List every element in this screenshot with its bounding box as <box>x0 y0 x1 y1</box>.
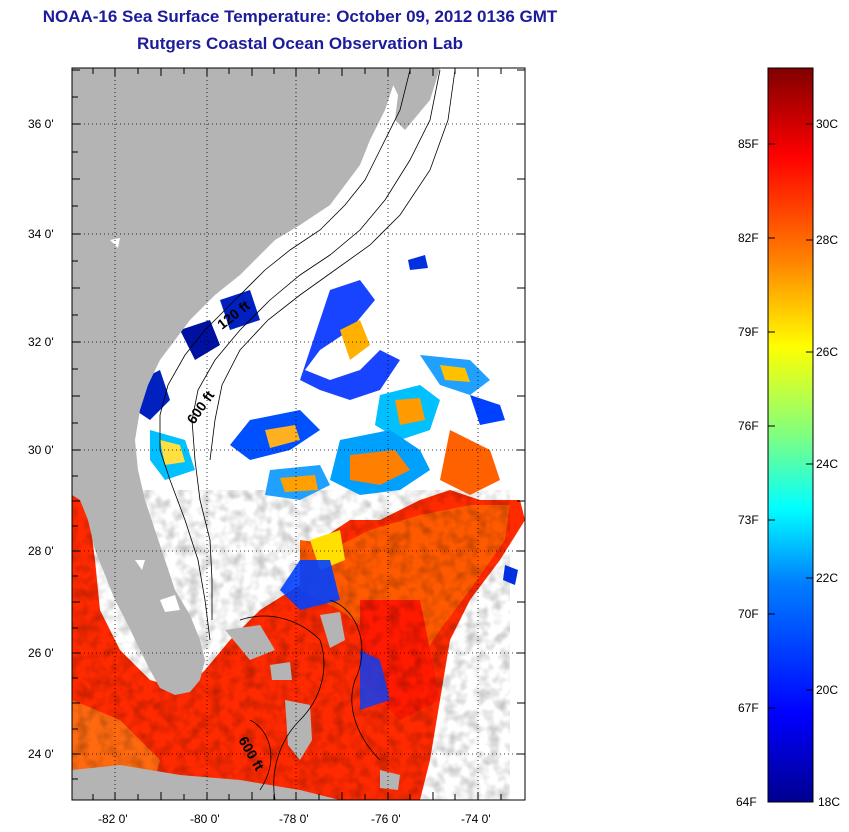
colorbar-c-label: 22C <box>816 571 839 585</box>
lat-tick-label: 36 0' <box>28 117 54 131</box>
landmass <box>72 68 440 800</box>
colorbar-c-label: 20C <box>816 683 839 697</box>
lon-tick-label: -74 0' <box>461 812 491 826</box>
colorbar-c-label: 24C <box>816 457 839 471</box>
colorbar-c-label: 18C <box>818 795 841 809</box>
colorbar-f-label: 64F <box>736 795 757 809</box>
map-frame <box>71 67 526 801</box>
colorbar-c-label: 28C <box>816 233 839 247</box>
lat-tick-label: 34 0' <box>28 227 54 241</box>
colorbar-c-label: 30C <box>816 117 839 131</box>
frame-ticks <box>72 68 525 800</box>
colorbar-f-label: 79F <box>738 325 759 339</box>
colorbar-f-label: 82F <box>738 231 759 245</box>
lon-tick-label: -82 0' <box>98 812 128 826</box>
colorbar-f-label: 67F <box>738 701 759 715</box>
colorbar-f-label: 85F <box>738 137 759 151</box>
colorbar <box>767 67 814 803</box>
lon-tick-label: -76 0' <box>371 812 401 826</box>
colorbar-f-label: 76F <box>738 419 759 433</box>
lat-tick-label: 28 0' <box>28 544 54 558</box>
lat-tick-label: 30 0' <box>28 443 54 457</box>
lon-tick-label: -80 0' <box>190 812 220 826</box>
lat-tick-label: 24 0' <box>28 747 54 761</box>
map-title: NOAA-16 Sea Surface Temperature: October… <box>42 7 558 26</box>
bathymetry-contours <box>159 69 456 800</box>
inland-water <box>110 238 180 612</box>
map-subtitle: Rutgers Coastal Ocean Observation Lab <box>137 34 463 53</box>
lon-tick-label: -78 0' <box>279 812 309 826</box>
colorbar-ticks <box>768 123 813 709</box>
colorbar-c-label: 26C <box>816 345 839 359</box>
colorbar-f-label: 73F <box>738 513 759 527</box>
lat-tick-label: 32 0' <box>28 335 54 349</box>
colorbar-f-label: 70F <box>738 607 759 621</box>
scattered-sst-patches <box>135 80 518 710</box>
lat-tick-label: 26 0' <box>28 646 54 660</box>
